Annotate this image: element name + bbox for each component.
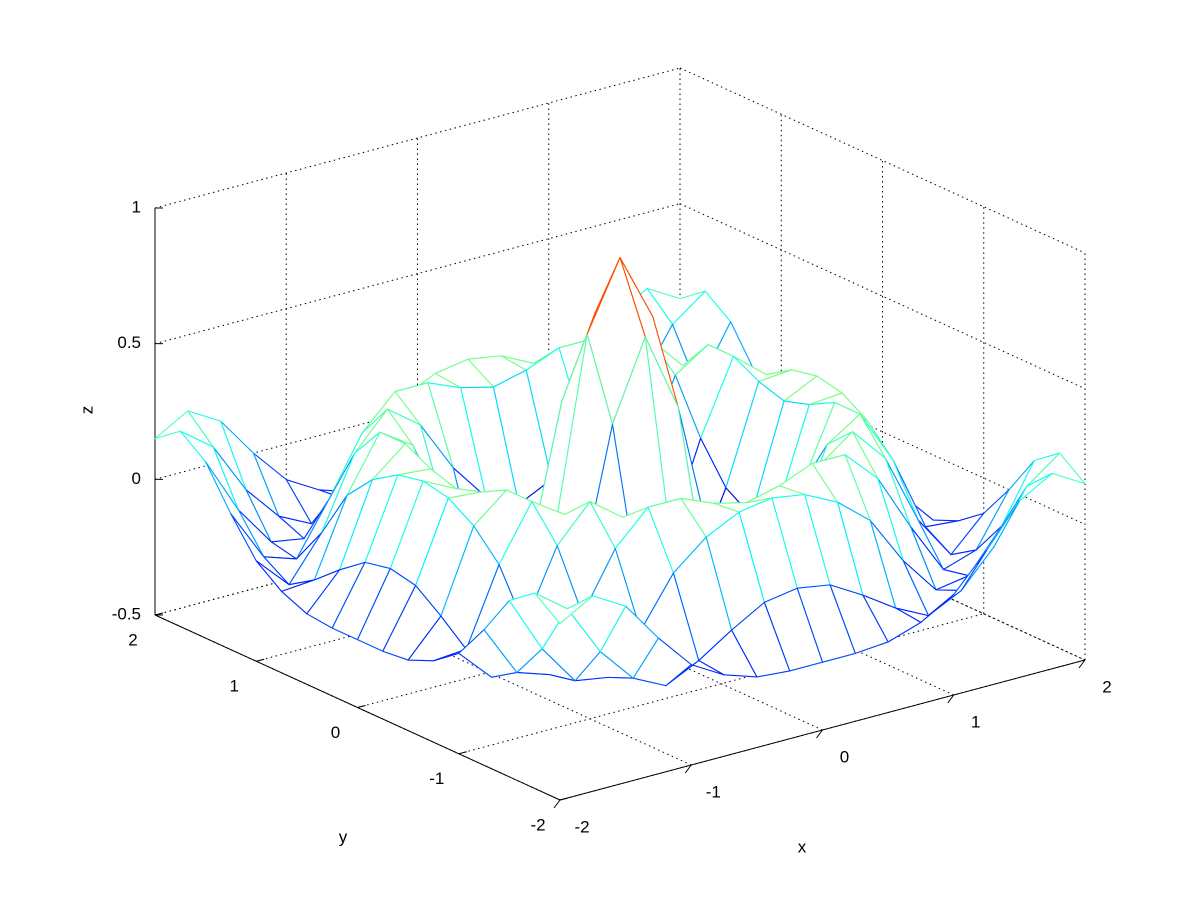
y-tick-label: -1 xyxy=(429,769,444,788)
x-tick-label: 2 xyxy=(1102,677,1111,696)
x-tick xyxy=(684,764,692,774)
y-tick-label: -2 xyxy=(530,815,545,834)
y-tick-label: 2 xyxy=(128,630,137,649)
z-tick-label: 0 xyxy=(132,469,141,488)
grid-line xyxy=(679,474,1086,661)
x-tick xyxy=(816,729,823,739)
x-tick xyxy=(1078,659,1086,669)
x-axis-label: x xyxy=(798,837,807,856)
y-tick xyxy=(256,658,265,662)
grid-line xyxy=(458,613,984,755)
grid-line xyxy=(154,203,681,345)
y-tick-label: 1 xyxy=(230,677,239,696)
grid-line xyxy=(256,520,782,662)
y-tick xyxy=(357,705,366,708)
grid-line xyxy=(154,67,681,209)
grid-line xyxy=(679,67,1086,254)
y-tick xyxy=(559,797,569,801)
grid-line xyxy=(154,474,681,616)
z-tick-label: 0.5 xyxy=(117,333,141,352)
x-tick-label: -2 xyxy=(574,817,589,836)
z-tick-label: -0.5 xyxy=(112,604,141,623)
x-tick xyxy=(947,694,955,704)
z-tick-label: 1 xyxy=(132,197,141,216)
x-tick-label: -1 xyxy=(706,782,721,801)
x-tick xyxy=(553,799,561,809)
y-tick-label: 0 xyxy=(331,723,340,742)
y-tick xyxy=(458,751,467,755)
z-axis-label: z xyxy=(77,406,96,415)
grid-line xyxy=(679,203,1086,390)
y-axis-label: y xyxy=(339,827,348,846)
x-tick-label: 0 xyxy=(840,747,849,766)
x-tick-label: 1 xyxy=(971,712,980,731)
grid-line xyxy=(357,567,883,708)
mesh-cell xyxy=(534,592,594,625)
